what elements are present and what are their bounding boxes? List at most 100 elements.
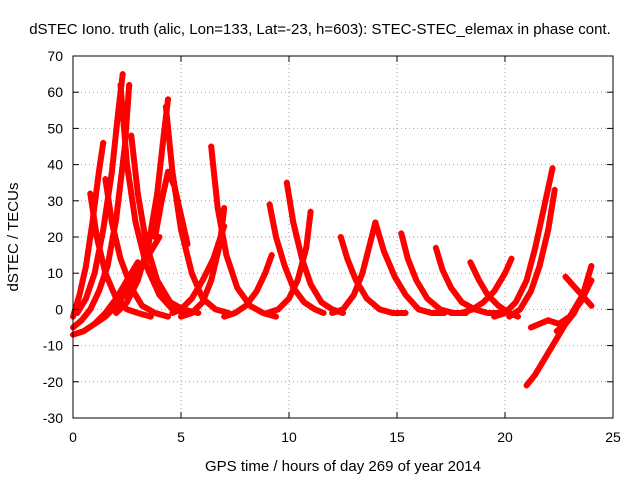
data-point [300,255,307,262]
data-point [88,278,95,285]
data-point [316,296,323,303]
data-point [304,272,311,279]
data-point [159,193,166,199]
data-point [106,205,113,211]
data-point [214,205,221,211]
data-point [132,219,139,226]
data-point [297,266,304,273]
data-point [280,258,287,265]
data-point [355,281,362,288]
x-tick-label: 25 [605,429,621,445]
data-point [283,179,290,186]
data-point [150,265,157,272]
data-point [343,252,350,259]
data-point [90,212,97,219]
data-point [192,278,199,285]
data-point [93,185,100,192]
data-point [268,212,275,219]
x-tick-label: 10 [281,429,297,445]
data-point [303,244,310,251]
data-point [289,212,296,219]
data-point [183,248,190,255]
data-point [533,271,540,278]
data-point [264,264,271,271]
data-point [582,282,589,289]
data-point [135,296,142,303]
data-point [78,282,85,289]
data-point [122,280,129,287]
data-point [190,274,197,281]
data-point [97,284,104,291]
data-point [124,299,130,306]
data-point [121,265,128,272]
y-tick-label: 10 [47,265,63,281]
data-point [95,288,102,295]
data-point [108,219,115,226]
data-point [225,257,232,264]
data-series-arc13 [178,205,228,320]
data-point [535,231,542,238]
data-point [98,149,105,156]
data-point [77,287,84,294]
data-point [273,234,279,240]
data-point [216,241,223,248]
data-point [410,270,417,277]
data-point [99,144,106,151]
data-point [376,234,383,240]
data-point [86,241,93,248]
data-point [365,244,372,251]
x-tick-label: 0 [69,429,77,445]
data-point [98,279,105,286]
data-point [154,221,161,228]
data-point [286,273,292,280]
data-point [93,263,99,269]
data-point [215,247,222,254]
data-point [152,199,159,205]
data-point [278,253,285,260]
data-point [157,161,164,168]
data-point [301,250,308,257]
data-point [100,139,107,146]
data-point [220,211,227,218]
y-axis-label: dSTEC / TECUs [5,183,22,292]
y-tick-label: -10 [43,338,63,354]
data-point [74,299,81,306]
data-series-arc22 [432,244,504,316]
data-point [283,266,290,273]
data-point [362,257,369,264]
data-point [131,209,138,216]
data-point [361,261,368,268]
data-point [127,291,134,298]
data-point [213,194,220,201]
data-point [548,206,555,213]
data-point [139,215,146,222]
y-tick-label: 40 [47,157,63,173]
data-point [549,200,556,207]
data-point [151,243,157,250]
data-point [107,212,114,219]
data-series-arc23 [448,255,515,316]
data-point [548,171,555,178]
data-point [404,255,411,262]
data-point [128,132,135,139]
data-point [217,235,224,242]
data-point [353,284,360,291]
data-point [94,177,101,184]
data-point [75,295,82,302]
data-point [147,313,154,320]
data-point [296,243,303,250]
data-point [543,232,550,239]
data-point [306,276,313,283]
data-point [98,234,105,240]
data-point [304,232,311,239]
data-point [296,272,303,278]
data-point [436,255,443,262]
data-point [542,238,549,245]
data-point [551,186,558,193]
data-point [306,214,313,221]
data-series-arc10 [152,168,191,248]
data-point [390,269,396,276]
data-point [119,71,126,78]
data-point [515,313,521,320]
data-point [201,295,207,302]
